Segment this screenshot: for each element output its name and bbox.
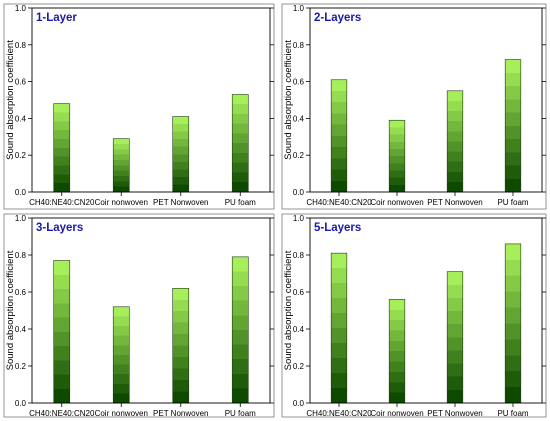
x-tick-label: PET Nonwoven: [427, 198, 482, 207]
bar-4: [231, 256, 249, 404]
y-axis-label: Sound absorption coefficient: [283, 40, 294, 160]
panel-frame: [281, 213, 547, 418]
y-tick-label: 0.6: [293, 78, 305, 87]
chart-panel-1: 0.0 0.2 0.4 0.6 0.8 1.0 Sound absorption coeff…: [3, 3, 275, 210]
bar-3: [446, 271, 464, 404]
bar-1: [53, 260, 71, 404]
x-tick-label: CH40:NE40:CN20: [306, 198, 372, 207]
y-tick-label: 0.6: [15, 78, 27, 87]
y-tick-label: 0.8: [293, 251, 305, 260]
y-axis-label: Sound absorption coefficient: [5, 250, 16, 370]
chart-panel-4: 0.0 0.2 0.4 0.6 0.8 1.0 Sound absorption coeff…: [281, 213, 547, 418]
chart-panel-3: 0.0 0.2 0.4 0.6 0.8 1.0 Sound absorption coeff…: [3, 213, 275, 418]
x-tick-label: Coir nonwoven: [370, 198, 423, 207]
bar-3: [446, 90, 464, 193]
panel-frame: [3, 3, 275, 210]
plot-frame: [31, 217, 271, 404]
bar-2: [388, 299, 406, 404]
bar-3: [172, 287, 190, 404]
panel-frame: [281, 3, 547, 210]
y-axis-label: Sound absorption coefficient: [5, 40, 16, 160]
x-tick-label: PET Nonwoven: [427, 409, 482, 418]
x-tick-label: CH40:NE40:CN20: [306, 409, 372, 418]
y-tick-label: 0.8: [15, 251, 27, 260]
y-tick-label: 0.2: [15, 362, 27, 371]
bar-2: [388, 119, 406, 193]
x-tick-label: Coir nonwoven: [370, 409, 423, 418]
bar-2: [112, 306, 130, 404]
bar-1: [330, 79, 348, 193]
panel-title: 2-Layers: [314, 12, 361, 24]
bar-1: [330, 252, 348, 404]
y-tick-label: 1.0: [293, 214, 305, 223]
y-tick-label: 0.2: [15, 151, 27, 160]
y-tick-label: 0.0: [293, 188, 305, 197]
y-tick-label: 0.0: [15, 399, 27, 408]
panel-title: 3-Layers: [36, 222, 83, 234]
panel-frame: [3, 213, 275, 418]
y-tick-label: 1.0: [15, 214, 27, 223]
y-tick-label: 0.4: [15, 114, 27, 123]
x-tick-label: PU foam: [225, 198, 256, 207]
y-tick-label: 1.0: [293, 4, 305, 13]
y-tick-label: 0.4: [293, 114, 305, 123]
y-tick-label: 0.2: [293, 362, 305, 371]
y-tick-label: 0.6: [15, 288, 27, 297]
y-axis-label: Sound absorption coefficient: [283, 250, 294, 370]
x-tick-label: Coir nonwoven: [95, 409, 148, 418]
x-tick-label: PU foam: [225, 409, 256, 418]
x-tick-label: PET Nonwoven: [153, 409, 208, 418]
panel-title: 5-Layers: [314, 222, 361, 234]
x-tick-label: PU foam: [497, 198, 528, 207]
y-tick-label: 0.8: [15, 41, 27, 50]
y-tick-label: 0.2: [293, 151, 305, 160]
bar-3: [172, 116, 190, 193]
bar-4: [504, 243, 522, 404]
y-tick-label: 0.6: [293, 288, 305, 297]
x-tick-label: PET Nonwoven: [153, 198, 208, 207]
y-tick-label: 1.0: [15, 4, 27, 13]
plot-frame: [309, 217, 543, 404]
y-tick-label: 0.0: [15, 188, 27, 197]
bar-1: [53, 103, 71, 193]
y-tick-label: 0.0: [293, 399, 305, 408]
x-tick-label: Coir nonwoven: [95, 198, 148, 207]
bar-4: [504, 59, 522, 193]
y-tick-label: 0.8: [293, 41, 305, 50]
plot-frame: [309, 7, 543, 193]
chart-panel-2: 0.0 0.2 0.4 0.6 0.8 1.0 Sound absorption coeff…: [281, 3, 547, 210]
bar-4: [231, 94, 249, 193]
panel-title: 1-Layer: [36, 12, 77, 24]
plot-frame: [31, 7, 271, 193]
y-tick-label: 0.4: [293, 325, 305, 334]
bar-2: [112, 138, 130, 193]
x-tick-label: CH40:NE40:CN20: [29, 198, 95, 207]
y-tick-label: 0.4: [15, 325, 27, 334]
x-tick-label: CH40:NE40:CN20: [29, 409, 95, 418]
x-tick-label: PU foam: [497, 409, 528, 418]
